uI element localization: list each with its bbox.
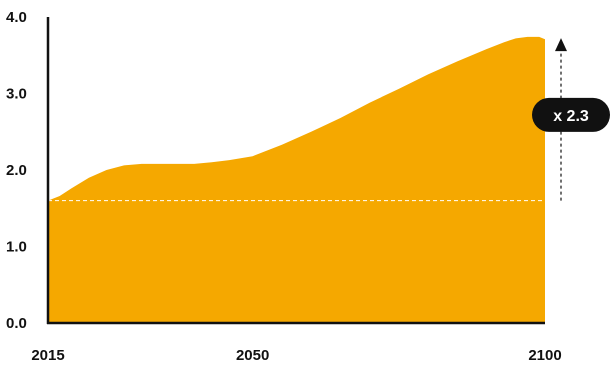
y-tick-label: 3.0 (6, 86, 27, 103)
y-tick-label: 4.0 (6, 9, 27, 26)
y-tick-label: 1.0 (6, 239, 27, 256)
area-layer (48, 36, 545, 324)
x-tick-label: 2015 (31, 347, 64, 364)
area-series-0 (48, 36, 545, 324)
growth-annotation: x 2.3 (532, 38, 610, 201)
x-tick-label: 2100 (528, 347, 561, 364)
growth-badge (532, 97, 610, 132)
growth-arrow-head (555, 38, 567, 52)
y-tick-label: 0.0 (6, 315, 27, 332)
axis-layer (46, 17, 545, 325)
y-tick-label: 2.0 (6, 162, 27, 179)
growth-badge-label: x 2.3 (553, 108, 589, 125)
y-axis-ticks: 0.0 1.0 2.0 3.0 4.0 (6, 9, 27, 332)
x-tick-label: 2050 (236, 347, 269, 364)
x-axis-ticks: 2015 2050 2100 (31, 347, 561, 364)
